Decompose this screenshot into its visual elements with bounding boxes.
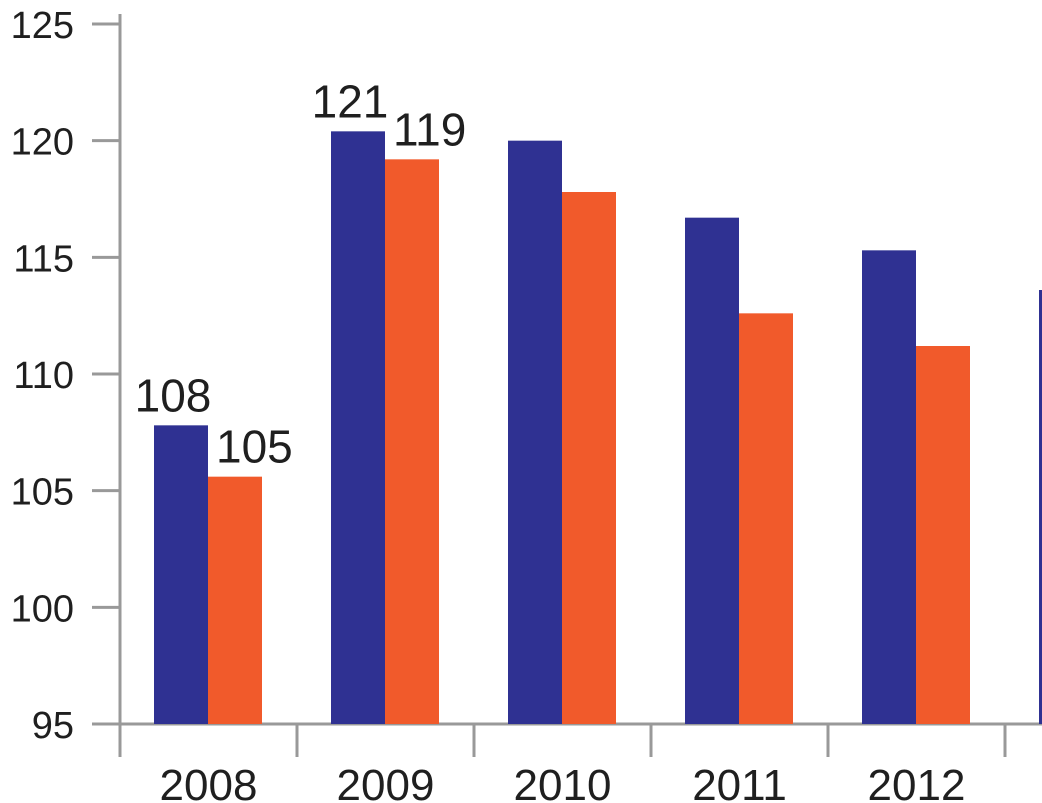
x-tick-label: 2012 [868, 761, 966, 803]
x-tick-label: 2010 [514, 761, 612, 803]
bar-2011-series-2 [739, 313, 793, 724]
x-axis: 2008 2009 2010 2011 2012 [92, 722, 1042, 803]
y-axis: 95 100 105 110 115 120 125 [11, 5, 122, 747]
x-tick-label: 2011 [692, 761, 787, 803]
bar-partial-series-1 [1039, 290, 1042, 724]
bar-2008-series-2 [208, 476, 262, 724]
bars [154, 131, 1042, 725]
bar-2009-series-1 [331, 131, 385, 725]
y-tick-label: 120 [11, 122, 74, 164]
y-tick-label: 110 [13, 355, 74, 397]
y-tick-label: 125 [11, 5, 74, 47]
bar-2008-series-1 [154, 425, 208, 724]
bar-2010-series-2 [562, 192, 616, 724]
bar-2012-series-2 [916, 346, 970, 724]
data-label: 119 [393, 103, 466, 155]
data-label: 121 [312, 75, 389, 127]
bar-2012-series-1 [862, 250, 916, 725]
y-tick-label: 95 [32, 705, 74, 747]
y-tick-label: 115 [13, 238, 74, 280]
bar-2011-series-1 [685, 217, 739, 724]
y-tick-label: 100 [11, 588, 74, 630]
bar-2010-series-1 [508, 140, 562, 724]
x-tick-label: 2008 [160, 761, 258, 803]
y-tick-label: 105 [11, 472, 74, 514]
data-label: 108 [135, 369, 212, 421]
data-label: 105 [216, 421, 293, 473]
x-tick-label: 2009 [337, 761, 435, 803]
bar-2009-series-2 [385, 159, 439, 725]
